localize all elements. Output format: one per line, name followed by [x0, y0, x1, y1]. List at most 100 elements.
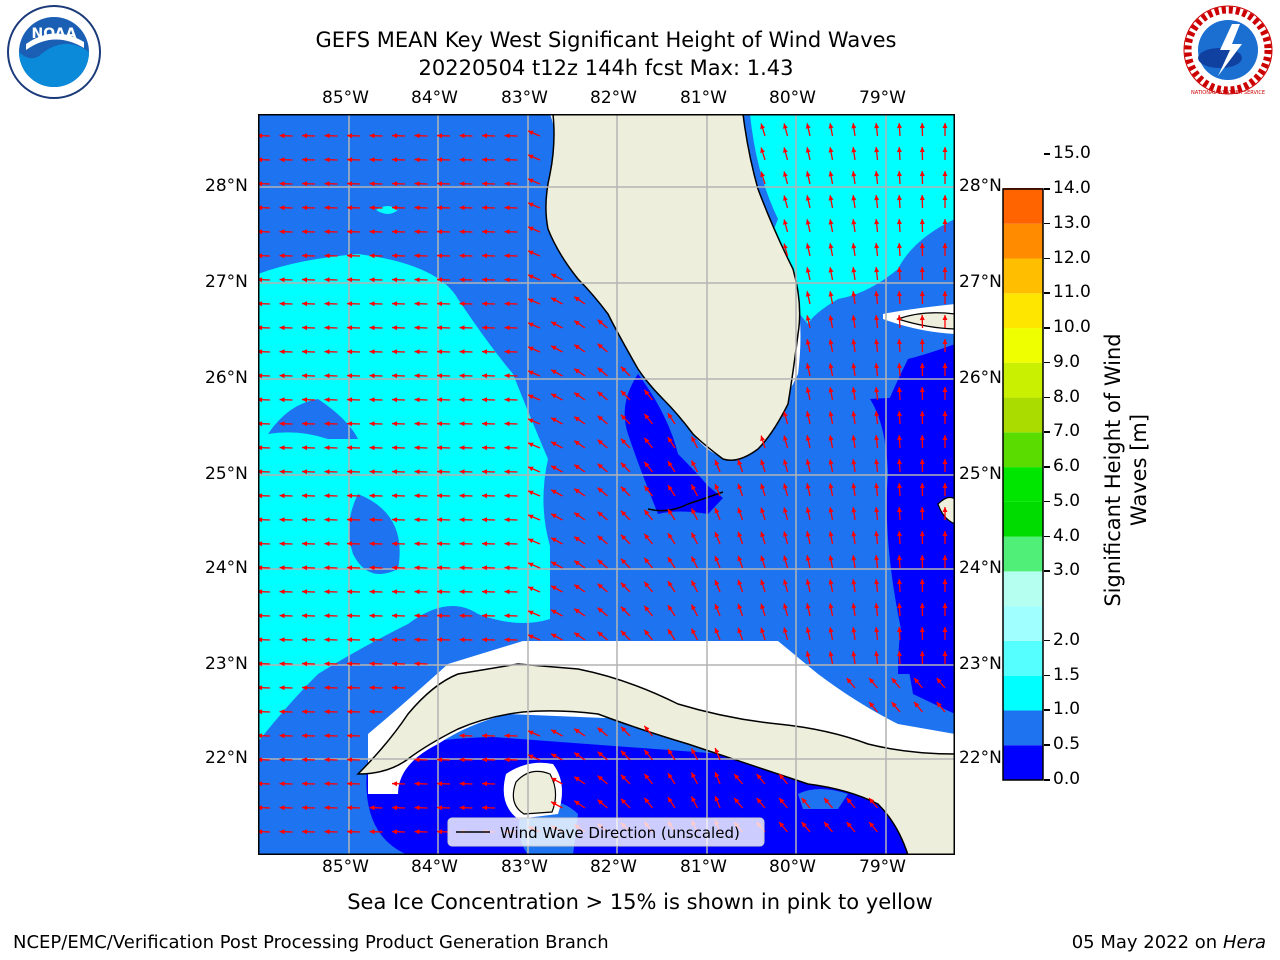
wave-direction-arrow — [279, 613, 293, 619]
wave-direction-arrow — [760, 147, 766, 161]
wave-direction-arrow — [896, 482, 902, 497]
wave-direction-arrow — [643, 557, 654, 569]
wave-direction-arrow — [391, 565, 406, 571]
wave-direction-arrow — [279, 541, 293, 547]
wave-direction-arrow — [874, 579, 880, 593]
colorbar-tick-mark — [1044, 396, 1050, 399]
wave-direction-arrow — [942, 339, 948, 352]
wave-direction-arrow — [573, 392, 586, 401]
wave-direction-arrow — [504, 565, 518, 571]
map-frame — [258, 114, 955, 855]
wave-direction-arrow — [714, 627, 721, 641]
wave-direction-arrow — [573, 584, 586, 593]
wave-direction-arrow — [690, 436, 699, 449]
wave-direction-arrow — [550, 273, 563, 281]
wave-direction-arrow — [550, 561, 563, 569]
wave-direction-arrow — [414, 661, 428, 667]
wave-direction-arrow — [667, 556, 676, 569]
wave-direction-arrow — [874, 411, 880, 425]
wave-direction-arrow — [573, 464, 586, 473]
wave-direction-arrow — [805, 411, 811, 425]
wave-direction-arrow — [942, 555, 948, 568]
wave-direction-arrow — [573, 488, 586, 497]
colorbar-band — [1003, 710, 1043, 746]
wave-direction-arrow — [481, 373, 496, 379]
wave-direction-arrow — [414, 325, 428, 331]
wave-direction-arrow — [369, 637, 383, 643]
wave-direction-arrow — [896, 338, 902, 353]
wave-direction-arrow — [459, 781, 473, 787]
wave-direction-arrow — [936, 677, 946, 689]
wave-direction-arrow — [346, 781, 361, 787]
wave-direction-arrow — [391, 637, 406, 643]
wave-direction-arrow — [550, 417, 563, 425]
wave-direction-arrow — [667, 484, 676, 497]
wave-direction-arrow — [846, 797, 856, 809]
wave-direction-arrow — [391, 541, 406, 547]
wave-direction-arrow — [896, 602, 902, 617]
wave-direction-arrow — [714, 579, 721, 593]
wave-direction-arrow — [414, 157, 428, 163]
colorbar-band — [1003, 189, 1043, 224]
lon-label-bottom: 81°W — [680, 857, 727, 877]
wave-direction-arrow — [874, 555, 880, 569]
colorbar-tick-label: 0.0 — [1053, 769, 1081, 789]
wave-direction-arrow — [828, 507, 834, 521]
wave-direction-arrow — [891, 677, 901, 689]
wave-direction-arrow — [760, 627, 766, 641]
colorbar-band — [1003, 501, 1043, 537]
wave-direction-arrow — [620, 534, 631, 545]
wave-direction-arrow — [301, 301, 316, 307]
wave-direction-arrow — [805, 507, 811, 521]
wave-direction-arrow — [620, 486, 631, 497]
wave-direction-arrow — [459, 757, 473, 763]
wave-direction-arrow — [527, 754, 541, 761]
wave-direction-arrow — [391, 493, 406, 499]
wave-direction-arrow — [550, 297, 563, 305]
wave-direction-arrow — [414, 133, 428, 139]
wave-direction-arrow — [828, 123, 834, 137]
wave-direction-arrow — [828, 195, 834, 209]
colorbar-tick-label: 4.0 — [1053, 525, 1081, 546]
colorbar-band — [1003, 328, 1043, 363]
wave-direction-arrow — [919, 458, 925, 473]
wave-direction-arrow — [436, 157, 451, 163]
wave-direction-arrow — [481, 469, 496, 475]
wave-direction-arrow — [828, 459, 834, 473]
wind-wave-arrows — [258, 122, 948, 835]
wave-direction-arrow — [369, 229, 383, 235]
wave-direction-arrow — [346, 709, 361, 715]
colorbar-tick-mark — [1044, 500, 1050, 503]
nws-logo: NATIONAL WEATHER SERVICE — [1183, 5, 1273, 96]
wave-direction-arrow — [868, 677, 878, 689]
wave-direction-arrow — [504, 469, 518, 475]
wave-direction-arrow — [504, 373, 518, 379]
wave-direction-arrow — [573, 296, 586, 305]
wave-direction-arrow — [414, 253, 428, 259]
lon-label-bottom: 83°W — [501, 857, 548, 877]
wave-direction-arrow — [690, 556, 699, 569]
legend-label: Wind Wave Direction (unscaled) — [500, 824, 740, 842]
wave-direction-arrow — [504, 253, 518, 259]
wave-direction-arrow — [414, 829, 428, 835]
wave-direction-arrow — [573, 560, 586, 569]
wave-direction-arrow — [459, 325, 473, 331]
wave-direction-arrow — [550, 465, 563, 473]
wave-direction-arrow — [459, 613, 473, 619]
wave-direction-arrow — [527, 370, 541, 377]
wave-direction-arrow — [550, 633, 563, 641]
wave-direction-arrow — [301, 445, 316, 451]
wave-direction-arrow — [459, 277, 473, 283]
wave-direction-arrow — [279, 781, 293, 787]
wave-direction-arrow — [874, 387, 880, 401]
wave-direction-arrow — [527, 346, 541, 353]
wave-direction-arrow — [324, 253, 338, 259]
wave-direction-arrow — [783, 627, 789, 641]
wave-direction-arrow — [805, 315, 811, 329]
land-cuba — [356, 663, 955, 855]
wave-direction-arrow — [346, 445, 361, 451]
wave-direction-arrow — [550, 801, 563, 809]
lat-label-right: 24°N — [959, 558, 1002, 578]
wave-direction-arrow — [919, 530, 925, 545]
wave-direction-arrow — [414, 205, 428, 211]
